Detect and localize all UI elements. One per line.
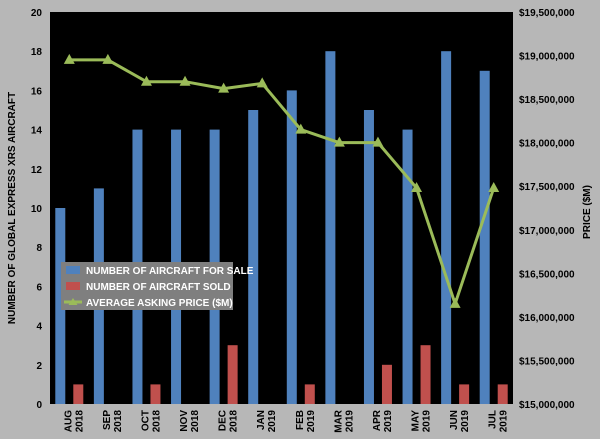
x-tick-label: NOV2018: [179, 410, 201, 433]
y2-tick-label: $18,500,000: [519, 95, 575, 106]
x-tick-year: 2019: [267, 410, 278, 433]
y-tick-label: 0: [36, 400, 42, 411]
x-tick-year: 2019: [460, 410, 471, 433]
price-point: [140, 75, 152, 86]
legend-label-for-sale: NUMBER OF AIRCRAFT FOR SALE: [86, 266, 254, 277]
bar-for-sale: [325, 51, 336, 404]
y2-tick-label: $17,500,000: [519, 182, 575, 193]
bar-sold: [381, 364, 392, 404]
bar-for-sale: [402, 129, 413, 404]
price-point: [218, 82, 230, 93]
bar-sold: [73, 384, 84, 404]
price-point: [333, 136, 345, 147]
x-tick-month: OCT: [140, 410, 151, 431]
x-tick-month: APR: [372, 409, 383, 431]
x-tick-year: 2019: [422, 410, 433, 433]
legend-swatch-sold: [66, 282, 80, 290]
y-tick-label: 8: [36, 243, 42, 254]
bar-sold: [304, 384, 315, 404]
x-tick-label: OCT2018: [140, 410, 162, 433]
y-tick-label: 14: [31, 126, 43, 137]
y2-tick-label: $15,000,000: [519, 400, 575, 411]
y-axis-title: NUMBER OF GLOBAL EXPRESS XRS AIRCRAFT: [7, 92, 18, 324]
bar-sold: [497, 384, 508, 404]
y-tick-label: 18: [31, 47, 43, 58]
x-tick-year: 2019: [306, 410, 317, 433]
x-tick-year: 2019: [383, 410, 394, 433]
x-tick-year: 2019: [344, 410, 355, 433]
x-tick-label: MAY2019: [411, 410, 433, 433]
y-tick-label: 4: [36, 322, 42, 333]
price-point: [256, 77, 268, 88]
bar-sold: [227, 345, 238, 404]
x-tick-label: AUG2018: [63, 410, 85, 433]
y-tick-label: 12: [31, 165, 43, 176]
bar-for-sale: [479, 70, 490, 405]
y2-tick-label: $18,000,000: [519, 139, 575, 150]
bar-sold: [150, 384, 161, 404]
y2-tick-label: $19,500,000: [519, 8, 575, 19]
y2-tick-label: $19,000,000: [519, 52, 575, 63]
x-tick-month: FEB: [295, 410, 306, 430]
x-tick-label: DEC2018: [218, 410, 240, 433]
plot-area: [50, 12, 513, 404]
x-tick-year: 2018: [113, 410, 124, 433]
x-tick-label: MAR2019: [333, 409, 355, 433]
legend-label-price: AVERAGE ASKING PRICE ($M): [86, 298, 233, 309]
y2-tick-label: $16,500,000: [519, 269, 575, 280]
y-tick-label: 2: [36, 361, 42, 372]
x-tick-month: AUG: [63, 410, 74, 432]
legend: NUMBER OF AIRCRAFT FOR SALE NUMBER OF AI…: [61, 262, 254, 310]
price-point: [449, 297, 461, 308]
x-tick-label: SEP2018: [102, 410, 124, 433]
legend-swatch-for-sale: [66, 266, 80, 274]
x-tick-month: MAR: [333, 409, 344, 433]
x-tick-year: 2018: [151, 410, 162, 433]
bar-for-sale: [55, 208, 66, 404]
y2-tick-label: $16,000,000: [519, 313, 575, 324]
x-tick-month: NOV: [179, 410, 190, 432]
y-tick-label: 20: [31, 8, 43, 19]
x-tick-label: JUL2019: [488, 410, 510, 433]
price-point: [488, 181, 500, 192]
legend-label-sold: NUMBER OF AIRCRAFT SOLD: [86, 282, 231, 293]
x-tick-year: 2018: [229, 410, 240, 433]
price-point: [411, 181, 423, 192]
x-tick-month: DEC: [218, 410, 229, 431]
price-series-line: [69, 58, 496, 306]
x-tick-label: APR2019: [372, 409, 394, 432]
bar-for-sale: [441, 51, 452, 404]
x-tick-year: 2019: [499, 410, 510, 433]
bar-for-sale: [363, 110, 374, 404]
price-point: [102, 53, 114, 64]
x-tick-month: SEP: [102, 410, 113, 430]
x-tick-label: FEB2019: [295, 410, 317, 433]
bar-sold: [459, 384, 470, 404]
y-tick-label: 10: [31, 204, 43, 215]
x-tick-month: JAN: [256, 410, 267, 430]
price-point: [179, 75, 191, 86]
legend-box: [61, 262, 233, 310]
y2-tick-label: $15,500,000: [519, 356, 575, 367]
x-tick-label: JAN2019: [256, 410, 278, 433]
x-tick-month: JUN: [449, 410, 460, 430]
price-point: [295, 123, 307, 134]
price-point: [63, 53, 75, 64]
y-tick-label: 6: [36, 282, 42, 293]
bar-for-sale: [286, 90, 297, 405]
bar-for-sale: [248, 110, 259, 404]
x-tick-label: JUN2019: [449, 410, 471, 433]
y2-tick-label: $17,000,000: [519, 226, 575, 237]
y2-axis-title: PRICE ($M): [582, 185, 593, 239]
x-tick-month: MAY: [411, 410, 422, 432]
x-tick-month: JUL: [488, 410, 499, 429]
price-point: [372, 136, 384, 147]
y-tick-label: 16: [31, 86, 43, 97]
legend-marker-price: [68, 298, 78, 305]
x-tick-year: 2018: [74, 410, 85, 433]
x-tick-year: 2018: [190, 410, 201, 433]
bar-sold: [420, 345, 431, 404]
